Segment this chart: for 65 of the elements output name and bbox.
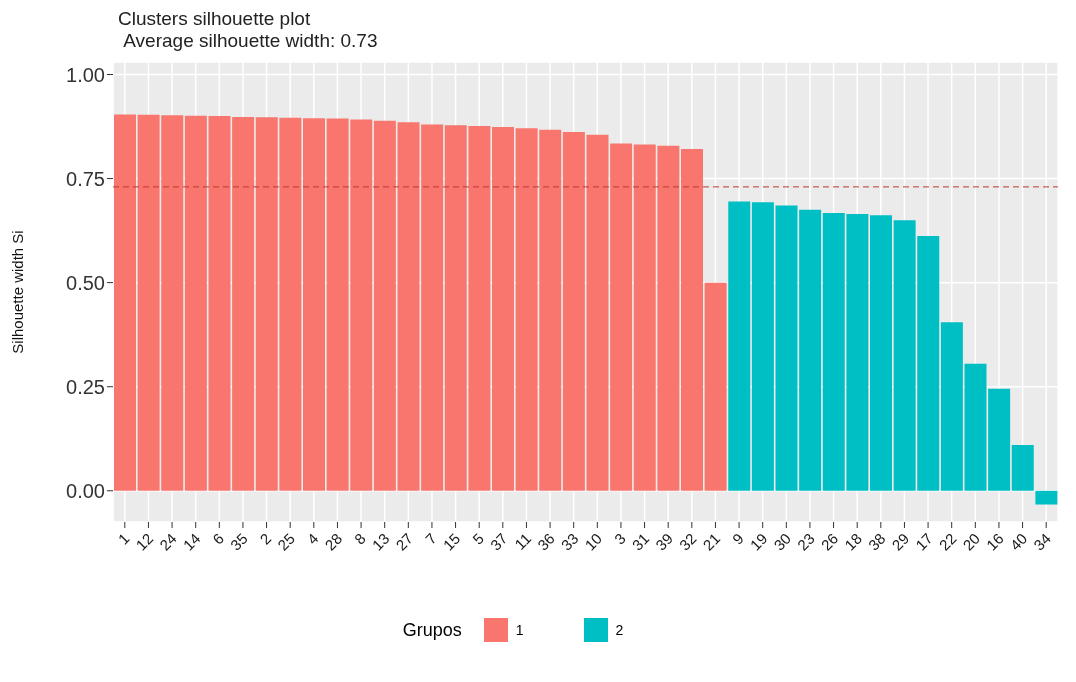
- x-tick-label: 24: [156, 529, 180, 554]
- y-tick-label: 0.50: [66, 271, 105, 294]
- bar: [1011, 444, 1034, 491]
- bar: [681, 149, 703, 491]
- bar: [562, 131, 585, 491]
- x-tick-label: 17: [912, 529, 936, 554]
- bar: [303, 118, 325, 491]
- x-tick-label: 9: [728, 529, 747, 548]
- x-tick-label: 35: [226, 529, 251, 554]
- x-tick-label: 25: [274, 529, 298, 554]
- x-tick-label: 1: [114, 529, 133, 548]
- y-tick-label: 0.75: [66, 167, 105, 190]
- x-tick-label: 5: [469, 529, 487, 548]
- x-tick-label: 36: [534, 529, 558, 554]
- x-tick-label: 11: [511, 529, 535, 553]
- x-tick-label: 31: [628, 529, 653, 554]
- x-tick-label: 20: [959, 529, 984, 554]
- legend-title: Grupos: [402, 619, 462, 641]
- x-tick-label: 21: [699, 529, 724, 554]
- x-tick-label: 32: [675, 529, 700, 554]
- x-tick-label: 34: [1030, 529, 1054, 554]
- x-tick-label: 2: [256, 529, 275, 548]
- bar: [728, 201, 751, 491]
- x-tick-label: 28: [321, 529, 346, 554]
- x-tick-label: 14: [179, 529, 204, 554]
- x-tick-label: 30: [770, 529, 795, 554]
- x-tick-label: 7: [421, 529, 440, 548]
- x-tick-label: 16: [982, 529, 1007, 554]
- chart-subtitle: Average silhouette width: 0.73: [122, 30, 379, 52]
- x-tick-label: 3: [610, 529, 629, 548]
- legend-label: 2: [615, 622, 624, 638]
- bar: [751, 202, 774, 491]
- x-tick-label: 8: [350, 529, 369, 548]
- bar: [114, 114, 136, 491]
- x-tick-label: 22: [935, 529, 960, 554]
- x-tick-label: 33: [557, 529, 582, 554]
- x-tick-label: 40: [1006, 529, 1031, 554]
- x-tick-label: 4: [303, 529, 322, 548]
- x-tick-label: 19: [746, 529, 771, 554]
- bar: [492, 126, 514, 491]
- x-tick-label: 27: [392, 529, 417, 554]
- x-tick-label: 23: [793, 529, 818, 554]
- y-tick-label: 0.25: [66, 375, 105, 398]
- x-tick-label: 37: [486, 529, 511, 554]
- chart-title: Clusters silhouette plot: [118, 8, 312, 30]
- x-tick-label: 6: [209, 529, 228, 548]
- bar: [940, 322, 963, 491]
- bar: [373, 120, 396, 491]
- bar: [184, 115, 207, 491]
- x-tick-label: 26: [817, 529, 842, 554]
- x-tick-label: 29: [888, 529, 913, 554]
- x-tick-label: 15: [439, 529, 464, 554]
- y-tick-label: 1.00: [66, 63, 105, 86]
- x-tick-label: 13: [368, 529, 393, 554]
- x-tick-label: 18: [841, 529, 865, 554]
- x-tick-label: 10: [581, 529, 606, 554]
- y-axis-title: Silhouette width Si: [9, 230, 27, 354]
- y-tick-label: 0.00: [66, 479, 105, 502]
- x-tick-label: 38: [864, 529, 889, 554]
- bar: [704, 282, 727, 491]
- legend-label: 1: [515, 622, 524, 638]
- bar: [870, 215, 892, 491]
- x-tick-label: 12: [132, 529, 157, 554]
- x-tick-label: 39: [652, 529, 676, 554]
- bar: [1035, 490, 1058, 505]
